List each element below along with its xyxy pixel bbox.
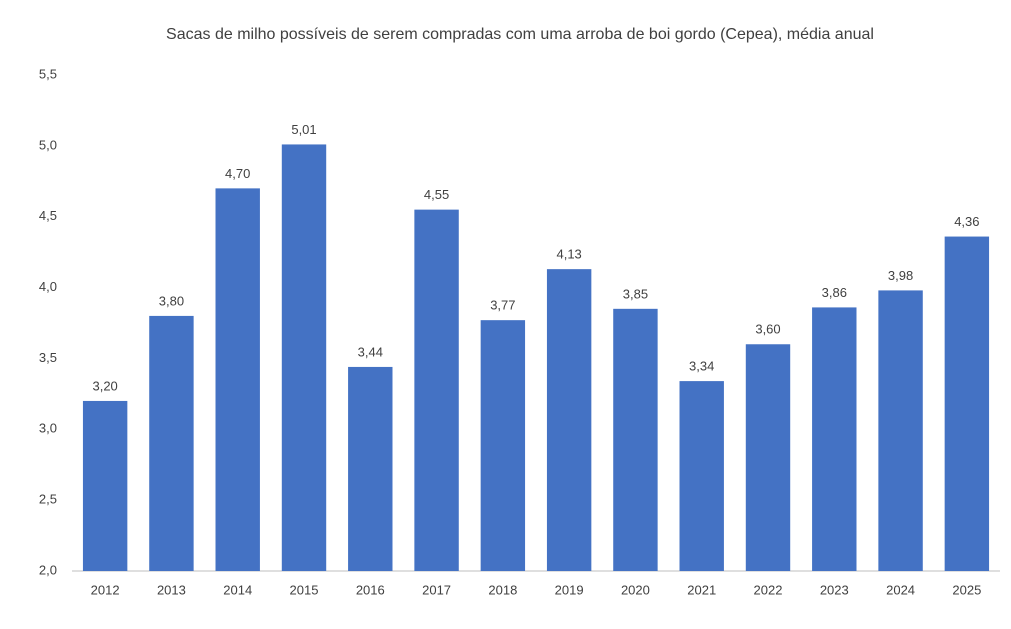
- bar: [215, 188, 260, 571]
- x-tick-label: 2025: [952, 582, 981, 597]
- y-tick-label: 2,5: [39, 492, 57, 507]
- x-tick-label: 2013: [157, 582, 186, 597]
- bar: [480, 320, 526, 571]
- bar: [745, 344, 791, 571]
- bar: [546, 269, 592, 571]
- y-tick-label: 5,5: [39, 66, 57, 81]
- bar: [679, 381, 724, 571]
- x-tick-label: 2014: [223, 582, 252, 597]
- bar: [281, 144, 327, 571]
- chart-title: Sacas de milho possíveis de serem compra…: [166, 26, 874, 43]
- x-tick-label: 2022: [754, 582, 783, 597]
- bar: [613, 308, 658, 571]
- data-label: 4,13: [556, 247, 581, 262]
- y-tick-label: 4,5: [39, 208, 57, 223]
- data-label: 3,77: [490, 298, 515, 313]
- x-tick-label: 2020: [621, 582, 650, 597]
- data-label: 3,80: [159, 293, 184, 308]
- data-label: 3,34: [689, 359, 714, 374]
- bar: [348, 366, 393, 571]
- y-tick-label: 4,0: [39, 279, 57, 294]
- bar: [414, 209, 459, 571]
- data-label: 3,98: [888, 268, 913, 283]
- x-tick-label: 2018: [488, 582, 517, 597]
- x-tick-label: 2024: [886, 582, 915, 597]
- bar: [149, 315, 194, 571]
- y-tick-label: 2,0: [39, 562, 57, 577]
- data-label: 4,70: [225, 166, 250, 181]
- bar: [812, 307, 857, 571]
- y-tick-label: 3,5: [39, 350, 57, 365]
- x-tick-label: 2023: [820, 582, 849, 597]
- data-label: 3,20: [92, 378, 117, 393]
- x-tick-label: 2016: [356, 582, 385, 597]
- data-label: 3,85: [623, 286, 648, 301]
- x-tick-label: 2017: [422, 582, 451, 597]
- y-tick-label: 3,0: [39, 421, 57, 436]
- data-label: 4,55: [424, 187, 449, 202]
- x-tick-label: 2019: [555, 582, 584, 597]
- data-label: 3,44: [358, 344, 383, 359]
- x-tick-label: 2015: [290, 582, 319, 597]
- data-label: 4,36: [954, 214, 979, 229]
- bar: [944, 236, 990, 571]
- bar: [878, 290, 923, 571]
- y-tick-label: 5,0: [39, 137, 57, 152]
- x-tick-label: 2021: [687, 582, 716, 597]
- data-label: 5,01: [291, 122, 316, 137]
- data-label: 3,86: [822, 285, 847, 300]
- x-tick-label: 2012: [91, 582, 120, 597]
- bar: [82, 400, 128, 571]
- data-label: 3,60: [755, 322, 780, 337]
